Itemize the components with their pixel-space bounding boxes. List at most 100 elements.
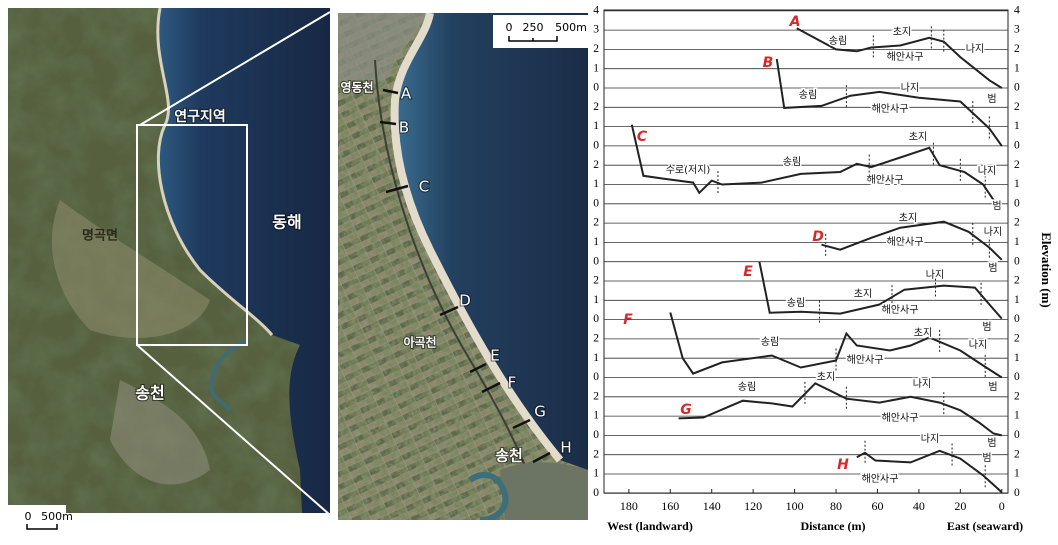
- profile-line: [821, 220, 1003, 261]
- zone-label: 나지: [969, 339, 987, 351]
- profile-line: [678, 382, 1003, 437]
- y-tick-label: 1: [593, 294, 599, 306]
- y-tick-label: 2: [1014, 448, 1020, 460]
- scale-label: 250: [523, 21, 544, 34]
- profile-letter: A: [401, 85, 412, 103]
- x-axis-label: Distance (m): [801, 519, 866, 533]
- scale-label: 500m: [555, 21, 587, 34]
- x-tick-label: 60: [871, 499, 883, 513]
- zone-label: 해안사구: [882, 411, 919, 424]
- y-tick-label: 2: [593, 390, 599, 402]
- zone-label: 나지: [921, 433, 939, 445]
- zone-label: 해안사구: [867, 173, 904, 186]
- zone-label: 범: [988, 262, 997, 274]
- y-tick-label: 0: [593, 313, 599, 325]
- overview-map: 연구지역 동해 명곡면 송천: [8, 8, 330, 513]
- profile-letter: C: [419, 178, 429, 196]
- y-tick-label: 1: [593, 120, 599, 132]
- zone-label: 송림: [738, 381, 756, 393]
- zone-label: 초지: [893, 26, 911, 38]
- y-tick-label: 2: [593, 159, 599, 171]
- scale-bar: [508, 36, 558, 42]
- zone-label: 초지: [899, 212, 917, 224]
- zone-label: 해안사구: [887, 235, 924, 248]
- zone-label: 범: [987, 437, 996, 449]
- y-tick-label: 0: [593, 82, 599, 94]
- zone-label: 수로(저지): [666, 164, 711, 176]
- scale-label: 500m: [41, 510, 73, 523]
- y-tick-label: 2: [593, 333, 599, 345]
- profile-line: [856, 449, 1003, 494]
- y-tick-label: 2: [593, 275, 599, 287]
- scale-box: [493, 15, 588, 48]
- y-tick-label: 2: [593, 448, 599, 460]
- y-tick-label: 3: [1014, 24, 1020, 36]
- zone-label: 송림: [787, 297, 805, 309]
- y-tick-label: 1: [593, 178, 599, 190]
- profile-line: [758, 261, 1003, 320]
- x-tick-label: 160: [661, 499, 679, 513]
- y-tick-label: 2: [1014, 101, 1020, 113]
- zone-label: 해안사구: [847, 353, 884, 366]
- y-tick-label: 0: [593, 429, 599, 441]
- y-tick-label: 2: [593, 101, 599, 113]
- y-tick-label: 1: [593, 410, 599, 422]
- y-tick-label: 1: [1014, 178, 1020, 190]
- y-tick-label: 2: [1014, 217, 1020, 229]
- y-tick-label: 1: [593, 352, 599, 364]
- y-tick-label: 1: [1014, 294, 1020, 306]
- x-tick-label: 120: [744, 499, 762, 513]
- stream-label: 영동천: [340, 80, 373, 95]
- profile-letter: E: [490, 347, 499, 365]
- town-label: 송천: [135, 384, 164, 403]
- profile-letter: D: [459, 292, 471, 310]
- x-tick-label: 20: [954, 499, 966, 513]
- zone-label: 나지: [926, 269, 944, 281]
- y-tick-label: 4: [593, 4, 599, 16]
- zone-label: 범: [987, 437, 996, 449]
- y-tick-label: 1: [593, 468, 599, 480]
- zone-label: 초지: [817, 371, 835, 383]
- y-tick-label: 1: [1014, 236, 1020, 248]
- profile-name: F: [623, 312, 633, 328]
- zone-label: 범: [982, 321, 991, 333]
- scale-bar: [26, 524, 58, 530]
- study-area-label: 연구지역: [174, 108, 226, 125]
- x-left-label: West (landward): [607, 519, 693, 533]
- x-right-label: East (seaward): [947, 519, 1023, 533]
- zone-label: 나지: [913, 378, 931, 390]
- y-tick-label: 0: [593, 371, 599, 383]
- profile-line: [796, 27, 1003, 89]
- zone-label: 범: [987, 93, 996, 105]
- y-tick-label: 1: [1014, 410, 1020, 422]
- scale-label: 0: [506, 21, 513, 34]
- y-tick-label: 0: [1014, 255, 1020, 267]
- profile-letter: B: [399, 119, 409, 137]
- y-tick-label: 0: [1014, 197, 1020, 209]
- y-tick-label: 1: [1014, 352, 1020, 364]
- profile-name: C: [637, 129, 648, 145]
- zone-label: 송림: [761, 336, 779, 348]
- y-tick-label: 0: [593, 197, 599, 209]
- zone-label: 나지: [901, 82, 919, 94]
- scale-box: [8, 505, 66, 535]
- y-tick-label: 0: [1014, 82, 1020, 94]
- x-tick-label: 100: [786, 499, 804, 513]
- y-tick-label: 2: [1014, 43, 1020, 55]
- y-tick-label: 1: [1014, 62, 1020, 74]
- y-tick-label: 1: [1014, 468, 1020, 480]
- zone-label: 송림: [829, 35, 847, 47]
- y-tick-label: 2: [593, 217, 599, 229]
- zone-label: 범: [982, 452, 991, 464]
- profile-name: E: [743, 264, 753, 280]
- y-tick-label: 4: [1014, 4, 1020, 16]
- y-tick-label: 0: [1014, 140, 1020, 152]
- profile-letter: H: [560, 439, 571, 457]
- profile-line: [775, 58, 1003, 147]
- profile-name: H: [837, 457, 849, 473]
- sea-label: 동해: [272, 213, 301, 232]
- x-tick-label: 140: [703, 499, 721, 513]
- zone-label: 초지: [914, 327, 932, 339]
